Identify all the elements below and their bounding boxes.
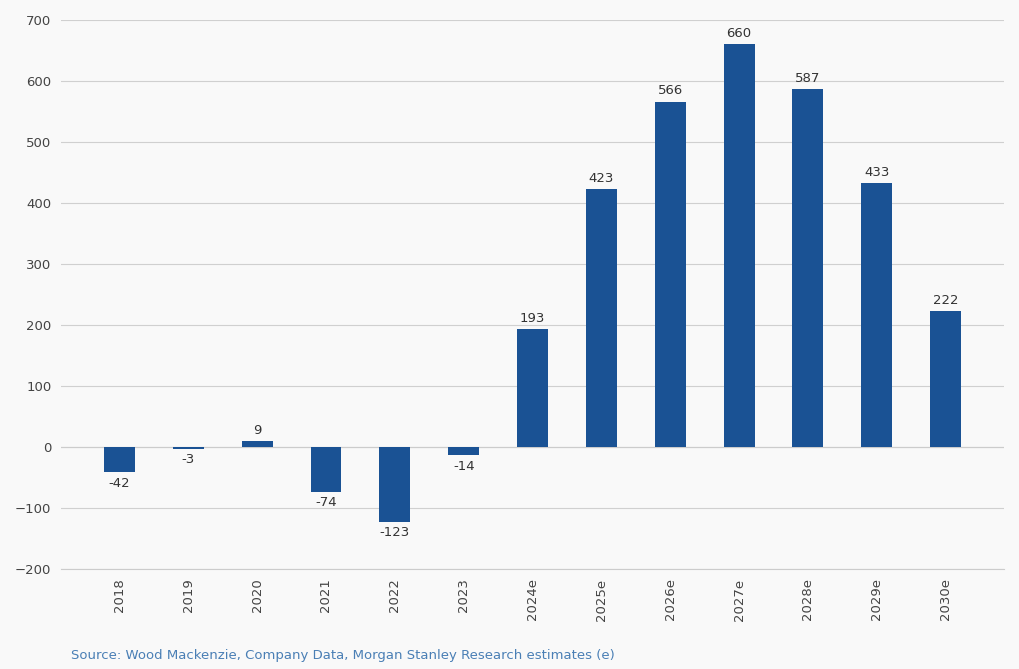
Text: 433: 433 (864, 165, 890, 179)
Text: 587: 587 (795, 72, 820, 84)
Bar (723, 44, 755, 447)
Bar (861, 183, 893, 447)
Bar (104, 447, 135, 472)
Bar (793, 89, 823, 447)
Text: 193: 193 (520, 312, 545, 325)
Text: -123: -123 (380, 526, 410, 539)
Text: Source: Wood Mackenzie, Company Data, Morgan Stanley Research estimates (e): Source: Wood Mackenzie, Company Data, Mo… (71, 650, 615, 662)
Text: 566: 566 (657, 84, 683, 98)
Text: -42: -42 (109, 476, 130, 490)
Bar (517, 329, 548, 447)
Bar (448, 447, 479, 456)
Text: -14: -14 (452, 460, 475, 472)
Text: 222: 222 (933, 294, 959, 307)
Bar (379, 447, 411, 522)
Text: 423: 423 (589, 172, 614, 185)
Bar (586, 189, 616, 447)
Bar (655, 102, 686, 447)
Text: -3: -3 (181, 453, 195, 466)
Bar (242, 442, 273, 447)
Text: -74: -74 (315, 496, 337, 509)
Bar (173, 447, 204, 449)
Text: 660: 660 (727, 27, 752, 40)
Bar (930, 312, 961, 447)
Text: 9: 9 (253, 424, 261, 437)
Bar (311, 447, 341, 492)
